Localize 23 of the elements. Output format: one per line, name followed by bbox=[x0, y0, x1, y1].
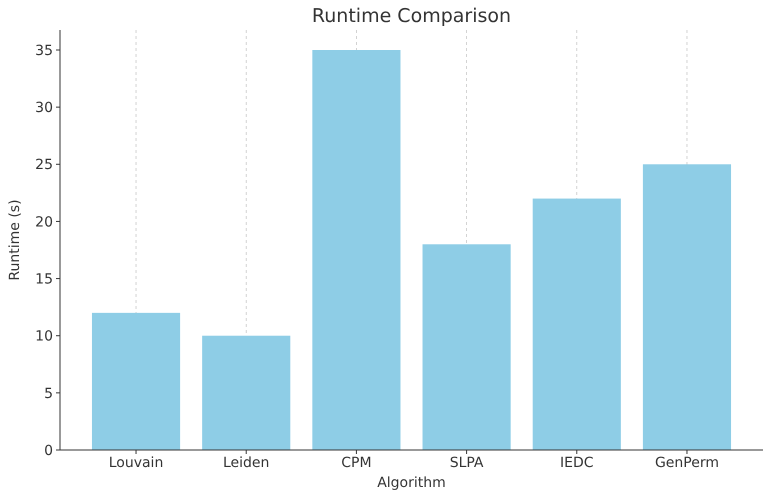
x-tick-label: Leiden bbox=[223, 455, 270, 471]
y-tick-label: 0 bbox=[44, 442, 53, 459]
chart-title: Runtime Comparison bbox=[312, 5, 512, 27]
bar bbox=[642, 164, 732, 450]
y-tick-label: 10 bbox=[35, 328, 53, 345]
x-tick-label: CPM bbox=[341, 455, 372, 471]
bar bbox=[532, 198, 621, 450]
y-tick-label: 20 bbox=[35, 214, 53, 230]
y-tick-label: 5 bbox=[44, 386, 53, 402]
bar bbox=[202, 336, 290, 450]
bar bbox=[422, 244, 511, 450]
y-axis-title: Runtime (s) bbox=[7, 199, 23, 281]
x-axis-title: Algorithm bbox=[377, 475, 446, 491]
bar bbox=[92, 312, 180, 450]
y-tick-label: 15 bbox=[35, 271, 53, 288]
y-tick-label: 35 bbox=[35, 42, 53, 59]
x-tick-label: Louvain bbox=[108, 455, 164, 471]
x-tick-label: SLPA bbox=[450, 455, 484, 471]
y-tick-label: 25 bbox=[35, 157, 53, 174]
y-tick-label: 30 bbox=[35, 100, 53, 116]
x-tick-label: IEDC bbox=[560, 455, 594, 471]
x-tick-label: GenPerm bbox=[654, 455, 719, 471]
bar bbox=[312, 50, 400, 450]
